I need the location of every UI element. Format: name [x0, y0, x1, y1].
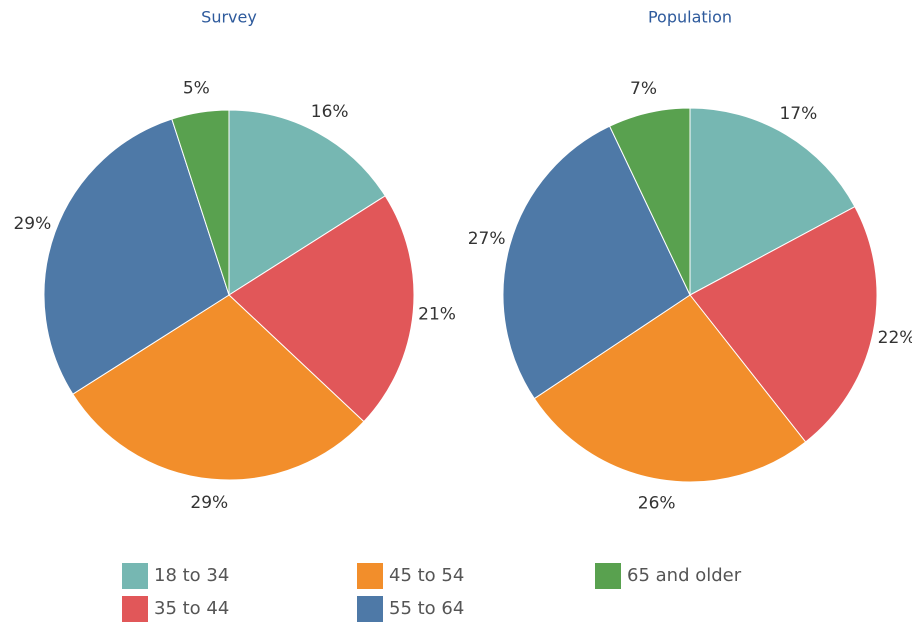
pie-slice	[228, 109, 386, 296]
legend-swatch	[122, 596, 148, 622]
pie-slice	[502, 125, 691, 400]
pie-slice	[689, 206, 878, 443]
pie-slice	[43, 118, 230, 395]
legend-swatch	[357, 563, 383, 589]
data-label: 22%	[878, 328, 912, 348]
data-label: 27%	[468, 229, 506, 249]
legend-swatch	[122, 563, 148, 589]
chart-title: Survey	[201, 8, 257, 27]
data-label: 17%	[779, 104, 817, 124]
data-label: 26%	[638, 493, 676, 513]
data-label: 16%	[311, 102, 349, 122]
pie-slice	[171, 109, 230, 296]
legend-label: 65 and older	[627, 565, 742, 586]
legend-swatch	[595, 563, 621, 589]
legend-label: 55 to 64	[389, 598, 464, 619]
legend-label: 18 to 34	[154, 565, 229, 586]
chart-title: Population	[648, 8, 732, 27]
pie-slice	[533, 294, 807, 483]
pie-slice	[72, 294, 365, 481]
legend-label: 45 to 54	[389, 565, 464, 586]
legend-swatch	[357, 596, 383, 622]
data-label: 7%	[630, 79, 657, 99]
data-label: 29%	[190, 493, 228, 513]
data-label: 29%	[13, 214, 51, 234]
data-label: 21%	[418, 305, 456, 325]
pie-slice	[689, 107, 856, 296]
pie-slice	[228, 195, 415, 423]
pie-slice	[608, 107, 691, 296]
data-label: 5%	[183, 79, 210, 99]
legend-label: 35 to 44	[154, 598, 229, 619]
